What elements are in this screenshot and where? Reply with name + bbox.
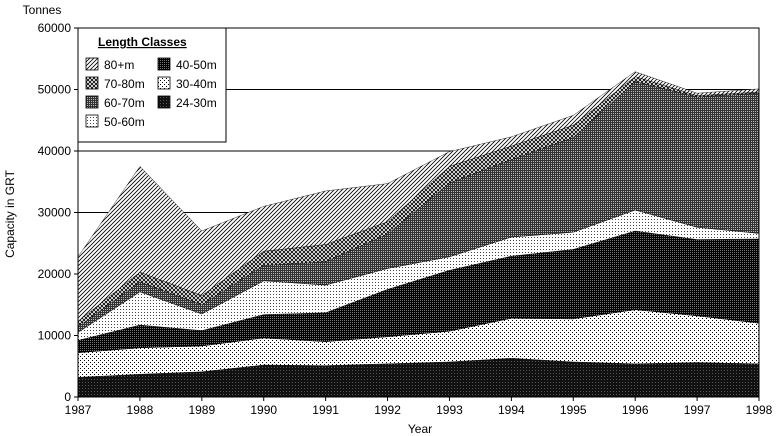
x-tick-labels: 1987 1988 1989 1990 1991 1992 1993 1994 1995 1996… [65, 403, 773, 417]
legend: Length Classes 80+m 40-50m 70-80m 30-40m 60-… [77, 27, 227, 143]
legend-label-24-30m: 24-30m [176, 96, 217, 110]
x-axis-title: Year [408, 422, 432, 436]
y-tick-label: 30000 [38, 206, 72, 220]
legend-label-40-50m: 40-50m [176, 58, 217, 72]
y-tick-label: 0 [64, 390, 71, 404]
y-tick-label: 10000 [38, 329, 72, 343]
y-tick-label: 60000 [38, 21, 72, 35]
legend-label-70-80m: 70-80m [104, 77, 145, 91]
x-tick-label: 1992 [374, 403, 401, 417]
legend-label-50-60m: 50-60m [104, 115, 145, 129]
y-tick-label: 20000 [38, 267, 72, 281]
x-tick-label: 1987 [65, 403, 92, 417]
x-tick-label: 1995 [560, 403, 587, 417]
legend-swatch-40-50m [157, 57, 171, 71]
legend-box [77, 27, 227, 143]
x-tick-label: 1997 [684, 403, 711, 417]
legend-swatch-50-60m [85, 114, 99, 128]
x-tick-label: 1989 [188, 403, 215, 417]
x-tick-label: 1996 [622, 403, 649, 417]
x-tick-label: 1998 [746, 403, 773, 417]
legend-label-30-40m: 30-40m [176, 77, 217, 91]
stacked-areas [77, 71, 760, 398]
legend-swatch-24-30m [157, 95, 171, 109]
legend-title: Length Classes [98, 35, 187, 49]
legend-swatch-30-40m [157, 76, 171, 90]
x-tick-label: 1991 [312, 403, 339, 417]
legend-swatch-70-80m [85, 76, 99, 90]
y-axis-title: Capacity in GRT [3, 169, 17, 257]
axes [74, 27, 760, 401]
x-tick-label: 1993 [436, 403, 463, 417]
legend-label-60-70m: 60-70m [104, 96, 145, 110]
x-tick-label: 1990 [250, 403, 277, 417]
legend-swatch-60-70m [85, 95, 99, 109]
legend-label-80+m: 80+m [104, 58, 134, 72]
x-tick-label: 1988 [127, 403, 154, 417]
unit-label: Tonnes [23, 3, 62, 17]
y-tick-label: 50000 [38, 83, 72, 97]
y-tick-labels: 0 10000 20000 30000 40000 50000 60000 [38, 21, 72, 404]
legend-swatch-80+m [85, 57, 99, 71]
y-tick-label: 40000 [38, 144, 72, 158]
x-tick-label: 1994 [498, 403, 525, 417]
